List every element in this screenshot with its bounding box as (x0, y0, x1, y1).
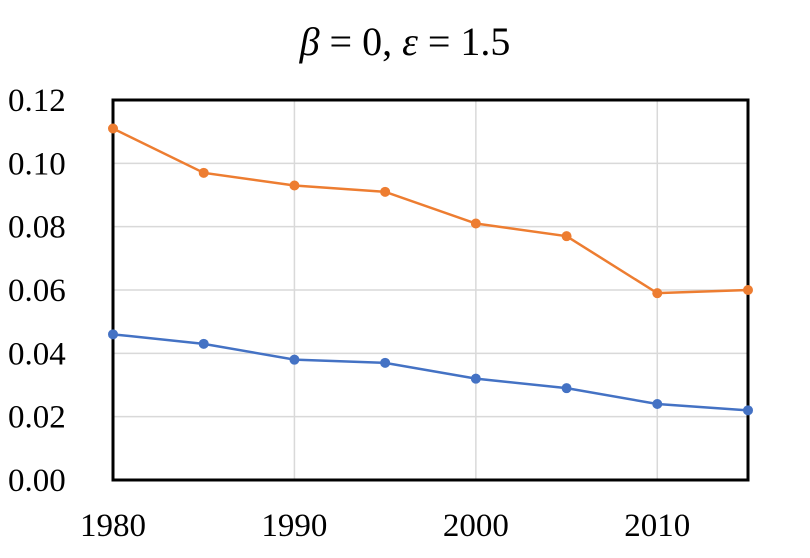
series-group (108, 123, 753, 416)
data-point (289, 180, 300, 191)
chart-title: β = 0, ε = 1.5 (0, 18, 810, 65)
y-tick-label: 0.02 (8, 400, 66, 436)
x-axis-ticks: 1980 1990 2000 2010 (80, 508, 690, 544)
data-point (108, 329, 118, 340)
series-1 (108, 123, 753, 299)
data-point (652, 288, 663, 299)
y-tick-label: 0.08 (8, 210, 66, 246)
title-beta-value: = 0, (319, 19, 403, 64)
y-axis-ticks: 0.00 0.02 0.04 0.06 0.08 0.10 0.12 (8, 83, 66, 499)
y-tick-label: 0.12 (8, 83, 66, 119)
series-line (112, 127, 749, 295)
data-point (652, 399, 663, 409)
title-beta-symbol: β (299, 19, 320, 64)
y-tick-label: 0.10 (8, 146, 66, 182)
data-point (743, 405, 753, 416)
x-tick-label: 1990 (261, 508, 327, 544)
data-point (470, 373, 481, 384)
title-epsilon-value: = 1.5 (417, 19, 511, 64)
title-epsilon-symbol: ε (402, 19, 418, 64)
x-tick-label: 2000 (443, 508, 509, 544)
x-tick-label: 1980 (80, 508, 146, 544)
data-point (561, 383, 572, 394)
series-2 (108, 329, 753, 416)
data-point (561, 231, 572, 242)
data-point (380, 357, 391, 368)
y-tick-label: 0.00 (8, 463, 66, 499)
x-tick-label: 2010 (624, 508, 690, 544)
data-point (108, 123, 118, 134)
data-point (289, 354, 300, 365)
y-tick-label: 0.04 (8, 336, 66, 372)
data-point (743, 285, 753, 295)
y-tick-label: 0.06 (8, 273, 66, 309)
data-point (380, 186, 391, 197)
data-point (198, 338, 209, 349)
data-point (470, 218, 481, 229)
data-point (198, 167, 209, 178)
series-line (112, 333, 749, 412)
